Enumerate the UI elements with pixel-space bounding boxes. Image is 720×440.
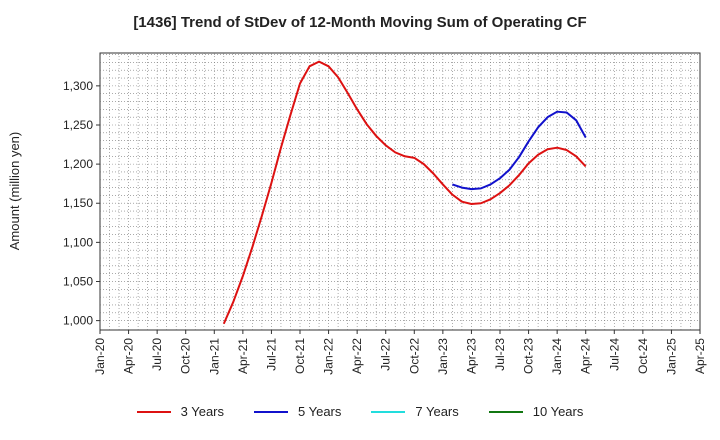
x-tick-label: Jan-21 [207, 338, 221, 375]
chart-title: [1436] Trend of StDev of 12-Month Moving… [133, 14, 587, 31]
x-tick-label: Jan-24 [550, 338, 564, 375]
x-tick-label: Jan-25 [664, 338, 678, 375]
x-tick-label: Jul-23 [493, 338, 507, 371]
y-tick-label: 1,150 [63, 196, 93, 210]
legend-item-7-years: 7 Years [371, 404, 459, 419]
legend-item-3-years: 3 Years [136, 404, 224, 419]
y-tick-label: 1,050 [63, 274, 93, 288]
legend-label: 10 Years [532, 404, 584, 419]
legend-swatch [488, 410, 523, 413]
y-axis-title: Amount (million yen) [7, 132, 22, 251]
legend-swatch [254, 410, 288, 413]
series-line-5-years [452, 110, 587, 191]
legend-label: 5 Years [298, 404, 342, 419]
plot-area [99, 52, 701, 331]
x-tick-label: Apr-20 [122, 338, 136, 374]
x-tick-label: Jul-24 [607, 338, 621, 371]
legend-label: 7 Years [415, 404, 459, 419]
series-line-3-years [222, 60, 587, 325]
legend-item-10-years: 10 Years [488, 404, 584, 419]
x-tick-label: Jul-22 [379, 338, 393, 371]
x-tick-label: Oct-22 [407, 338, 421, 374]
x-tick-label: Oct-23 [522, 338, 536, 374]
legend-swatch [136, 410, 171, 413]
x-tick-label: Jul-20 [150, 338, 164, 371]
y-tick-label: 1,300 [63, 79, 93, 93]
y-tick-label: 1,100 [63, 235, 93, 249]
y-axis-ticks: 1,000 1,050 1,100 1,150 1,200 1,250 1,300 [63, 79, 100, 328]
x-tick-label: Apr-24 [579, 338, 593, 374]
legend-label: 3 Years [180, 404, 224, 419]
grid-lines [100, 53, 700, 330]
x-tick-label: Jan-20 [93, 338, 107, 375]
x-tick-label: Apr-25 [693, 338, 707, 374]
legend-swatch [371, 410, 406, 413]
y-tick-label: 1,250 [63, 118, 93, 132]
y-tick-label: 1,000 [63, 314, 93, 328]
legend: 3 Years 5 Years 7 Years 10 Years [0, 404, 720, 419]
x-tick-label: Jul-21 [264, 338, 278, 371]
x-tick-label: Apr-22 [350, 338, 364, 374]
x-tick-label: Jan-22 [322, 338, 336, 375]
x-tick-label: Oct-24 [636, 338, 650, 374]
x-tick-label: Apr-23 [464, 338, 478, 374]
x-tick-label: Oct-20 [179, 338, 193, 374]
series-lines [222, 60, 587, 325]
x-tick-label: Oct-21 [293, 338, 307, 374]
x-tick-label: Jan-23 [436, 338, 450, 375]
x-axis-ticks: Jan-20 Apr-20 Jul-20 Oct-20 Jan-21 Apr-21 Jul-… [93, 330, 707, 375]
legend-item-5-years: 5 Years [254, 404, 341, 419]
x-tick-label: Apr-21 [236, 338, 250, 374]
y-tick-label: 1,200 [63, 157, 93, 171]
